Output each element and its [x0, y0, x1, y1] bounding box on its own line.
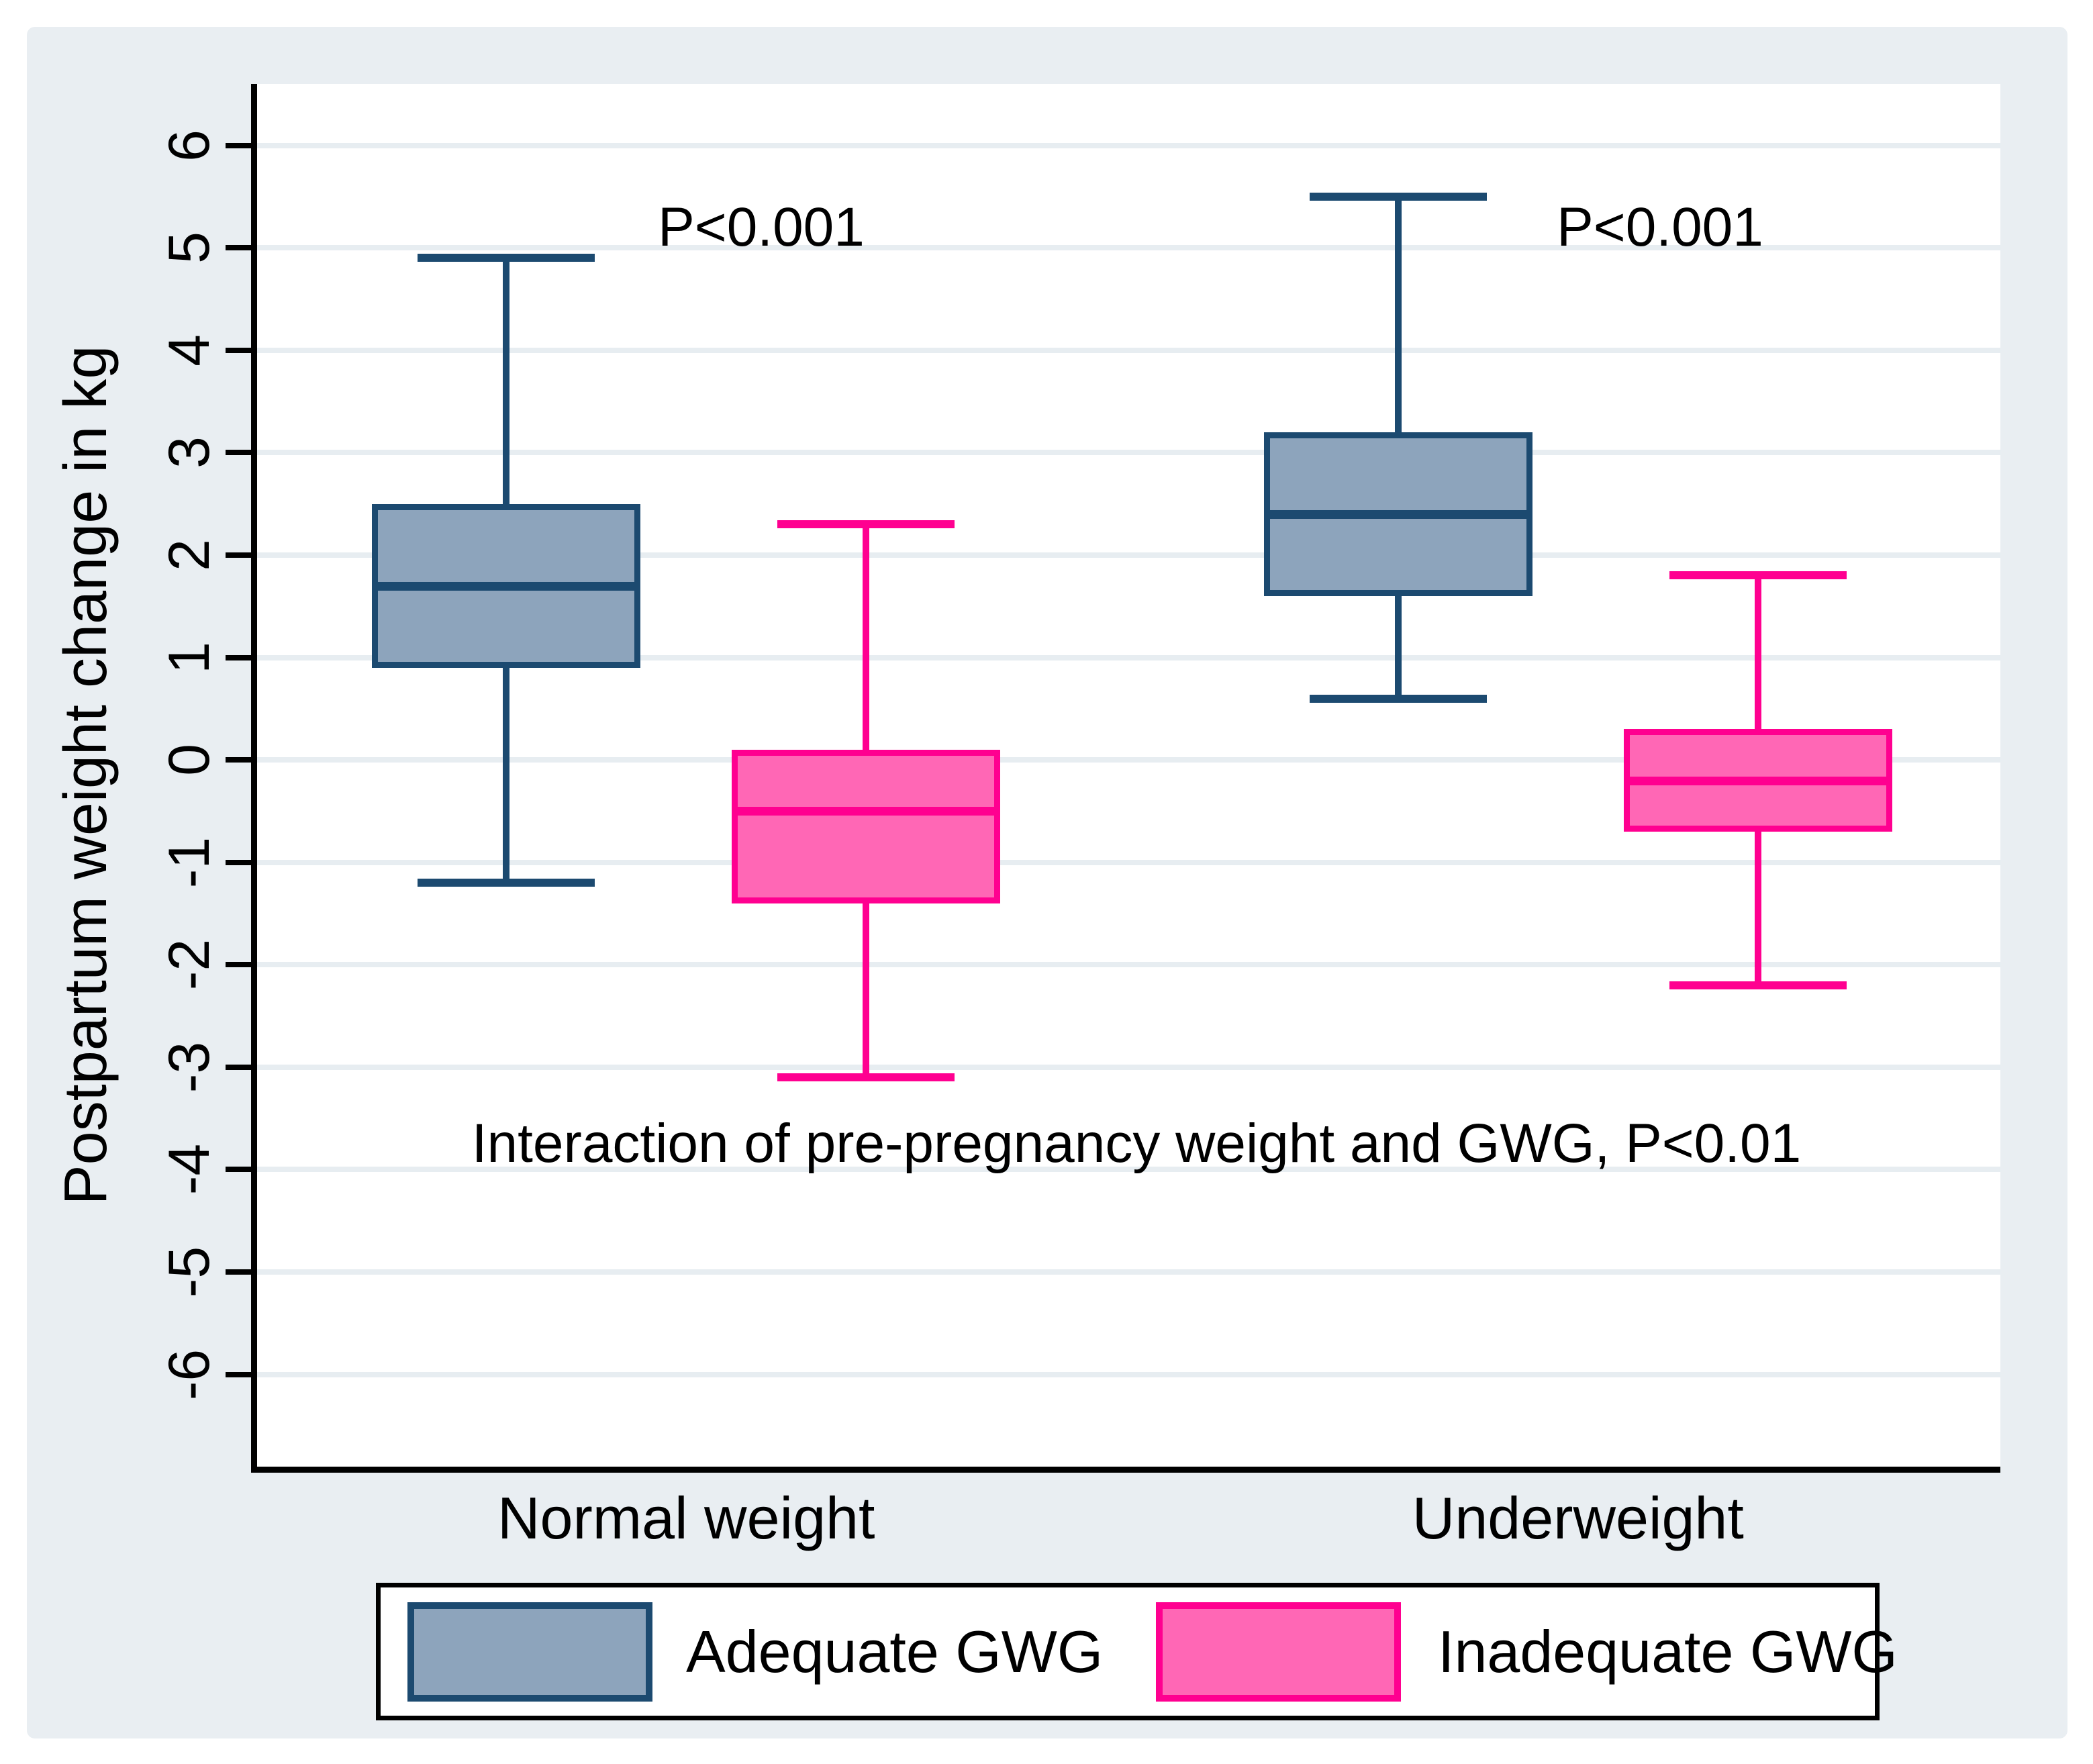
legend-label-inadequate-gwg: Inadequate GWG [1438, 1618, 1898, 1685]
y-axis-tick [226, 1371, 254, 1377]
whisker-stem-lower-adequate-gwg-normal-weight [503, 667, 510, 883]
whisker-stem-upper-inadequate-gwg-underweight [1754, 575, 1761, 730]
y-tick-label: -1 [157, 836, 222, 888]
gridline [255, 450, 2000, 456]
box-inadequate-gwg-normal-weight [732, 749, 1000, 903]
y-axis-tick [226, 142, 254, 148]
y-axis-tick [226, 1064, 254, 1070]
y-tick-label: 6 [157, 129, 222, 162]
gridline [255, 245, 2000, 251]
y-tick-label: 0 [157, 744, 222, 777]
whisker-cap-upper-inadequate-gwg-underweight [1669, 571, 1847, 580]
whisker-stem-upper-adequate-gwg-underweight [1395, 196, 1402, 432]
gridline [255, 1064, 2000, 1070]
gridline [255, 347, 2000, 353]
x-axis-line [251, 1467, 2000, 1473]
whisker-cap-upper-inadequate-gwg-normal-weight [777, 520, 955, 529]
y-tick-label: -2 [157, 939, 222, 991]
median-line-adequate-gwg-normal-weight [372, 581, 641, 591]
y-tick-label: 1 [157, 641, 222, 674]
annotation-interaction: Interaction of pre-pregnancy weight and … [471, 1113, 1802, 1175]
legend-swatch-inadequate-gwg [1156, 1602, 1401, 1702]
plot-area [255, 84, 2000, 1467]
median-line-inadequate-gwg-underweight [1623, 776, 1892, 785]
y-tick-label: -5 [157, 1246, 222, 1298]
gridline [255, 757, 2000, 763]
median-line-inadequate-gwg-normal-weight [732, 807, 1000, 816]
y-tick-label: 2 [157, 539, 222, 571]
y-axis-tick [226, 450, 254, 456]
whisker-cap-lower-inadequate-gwg-normal-weight [777, 1073, 955, 1082]
y-axis-tick [226, 552, 254, 558]
gridline [255, 654, 2000, 660]
whisker-stem-lower-adequate-gwg-underweight [1395, 595, 1402, 699]
y-axis-line [251, 84, 257, 1473]
x-group-label-underweight: Underweight [1412, 1485, 1744, 1551]
gridline [255, 142, 2000, 148]
y-axis-tick [226, 654, 254, 660]
annotation-p-value: P<0.001 [1557, 196, 1763, 258]
gridline [255, 962, 2000, 968]
whisker-cap-lower-adequate-gwg-normal-weight [418, 879, 595, 887]
y-axis-tick [226, 757, 254, 763]
whisker-cap-lower-inadequate-gwg-underweight [1669, 981, 1847, 989]
median-line-adequate-gwg-underweight [1264, 509, 1532, 519]
y-tick-label: 3 [157, 436, 222, 469]
whisker-cap-upper-adequate-gwg-normal-weight [418, 254, 595, 262]
gridline [255, 859, 2000, 865]
y-tick-label: -4 [157, 1144, 222, 1195]
y-tick-label: -6 [157, 1349, 222, 1400]
legend-label-adequate-gwg: Adequate GWG [686, 1618, 1104, 1685]
whisker-cap-upper-adequate-gwg-underweight [1310, 192, 1487, 201]
whisker-stem-upper-inadequate-gwg-normal-weight [863, 524, 869, 750]
y-tick-label: -3 [157, 1041, 222, 1093]
whisker-stem-lower-inadequate-gwg-normal-weight [863, 903, 869, 1078]
y-axis-tick [226, 859, 254, 865]
y-axis-tick [226, 245, 254, 251]
y-axis-tick [226, 962, 254, 968]
gridline [255, 552, 2000, 558]
annotation-p-value: P<0.001 [658, 196, 865, 258]
legend-swatch-adequate-gwg [407, 1602, 652, 1702]
y-tick-label: 4 [157, 334, 222, 366]
y-axis-tick [226, 347, 254, 353]
y-axis-tick [226, 1167, 254, 1173]
gridline [255, 1167, 2000, 1173]
whisker-stem-upper-adequate-gwg-normal-weight [503, 258, 510, 504]
gridline [255, 1269, 2000, 1275]
y-axis-tick [226, 1269, 254, 1275]
y-axis-title: Postpartum weight change in kg [52, 345, 119, 1206]
x-group-label-normal-weight: Normal weight [497, 1485, 875, 1551]
whisker-stem-lower-inadequate-gwg-underweight [1754, 831, 1761, 985]
gridline [255, 1371, 2000, 1377]
whisker-cap-lower-adequate-gwg-underweight [1310, 694, 1487, 703]
legend-box: Adequate GWG Inadequate GWG [376, 1583, 1898, 1720]
y-tick-label: 5 [157, 232, 222, 264]
